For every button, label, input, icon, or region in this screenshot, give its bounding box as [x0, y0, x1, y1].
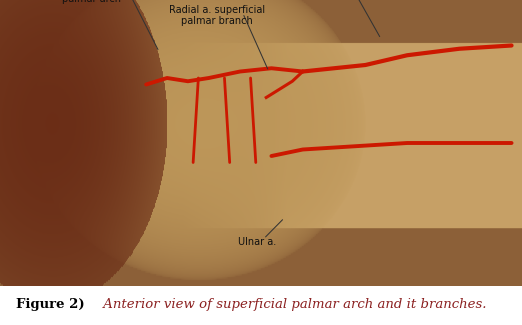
- Text: Radial a. superficial
palmar branch: Radial a. superficial palmar branch: [169, 5, 265, 26]
- Text: Anterior view of superficial palmar arch and it branches.: Anterior view of superficial palmar arch…: [99, 298, 487, 311]
- Text: Figure 2): Figure 2): [16, 298, 84, 311]
- Text: Ulnar a.: Ulnar a.: [238, 237, 276, 247]
- Text: Incomplete superficial
palmar arch: Incomplete superficial palmar arch: [37, 0, 146, 4]
